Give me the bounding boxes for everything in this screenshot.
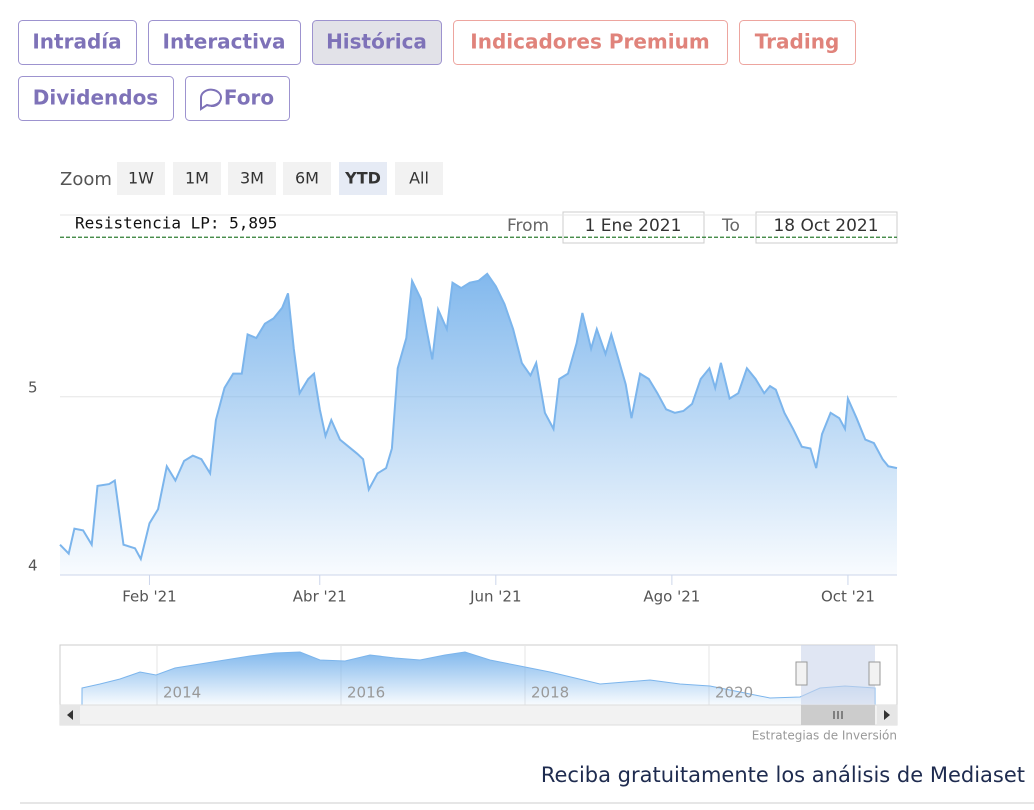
- tab-label[interactable]: Intradía: [32, 30, 121, 54]
- tab-label[interactable]: Trading: [755, 30, 840, 54]
- x-tick-label: Oct '21: [821, 588, 875, 606]
- to-value[interactable]: 18 Oct 2021: [773, 216, 878, 236]
- tab[interactable]: [185, 76, 290, 121]
- zoom-button[interactable]: [173, 162, 221, 195]
- tab[interactable]: [18, 76, 174, 121]
- tab-label[interactable]: Foro: [224, 86, 274, 110]
- area-fill: [60, 273, 897, 575]
- zoom-button-label[interactable]: 3M: [240, 169, 264, 188]
- zoom-button[interactable]: [395, 162, 443, 195]
- y-tick-label: 4: [28, 557, 38, 575]
- thumb-grip: [833, 711, 843, 719]
- navigator-label: 2016: [347, 684, 385, 702]
- zoom-button-label[interactable]: All: [409, 169, 429, 188]
- navigator-label: 2018: [531, 684, 569, 702]
- zoom-button-label[interactable]: 1M: [185, 169, 209, 188]
- arrow-left: [67, 710, 73, 720]
- tab[interactable]: [148, 20, 301, 65]
- zoom-button[interactable]: [283, 162, 331, 195]
- zoom-button[interactable]: [339, 162, 387, 195]
- tab-label[interactable]: Histórica: [326, 30, 427, 54]
- arrow-right: [884, 710, 890, 720]
- tab[interactable]: [18, 20, 137, 65]
- zoom-button-label[interactable]: 1W: [128, 169, 154, 188]
- x-tick-label: Jun '21: [469, 588, 521, 606]
- y-tick-label: 5: [28, 378, 38, 396]
- resistance-label: Resistencia LP: 5,895: [75, 214, 277, 233]
- zoom-button[interactable]: [228, 162, 276, 195]
- from-label: From: [507, 216, 549, 236]
- tab[interactable]: [312, 20, 442, 65]
- zoom-button[interactable]: [117, 162, 165, 195]
- tab-label[interactable]: Interactiva: [163, 30, 286, 54]
- to-label: To: [721, 216, 740, 236]
- footer-text: Reciba gratuitamente los análisis de Med…: [541, 763, 1025, 787]
- navigator-handle[interactable]: [868, 661, 881, 686]
- forum-icon: [199, 88, 222, 111]
- tab[interactable]: [739, 20, 856, 65]
- credits[interactable]: Estrategias de Inversión: [752, 729, 897, 743]
- x-tick-label: Feb '21: [122, 588, 177, 606]
- zoom-button-label[interactable]: YTD: [344, 169, 381, 188]
- zoom-button-label[interactable]: 6M: [295, 169, 319, 188]
- tab-label[interactable]: Indicadores Premium: [470, 30, 709, 54]
- zoom-label: Zoom: [60, 169, 112, 190]
- tab-label[interactable]: Dividendos: [33, 86, 158, 110]
- x-tick-label: Abr '21: [293, 588, 347, 606]
- from-value[interactable]: 1 Ene 2021: [585, 216, 682, 236]
- navigator-mask[interactable]: [801, 645, 875, 705]
- navigator-label: 2014: [163, 684, 201, 702]
- navigator-label: 2020: [715, 684, 753, 702]
- x-tick-label: Ago '21: [643, 588, 700, 606]
- tab[interactable]: [453, 20, 728, 65]
- scrollbar-track[interactable]: [59, 704, 898, 726]
- area-line: [59, 272, 898, 562]
- navigator-handle[interactable]: [795, 661, 808, 686]
